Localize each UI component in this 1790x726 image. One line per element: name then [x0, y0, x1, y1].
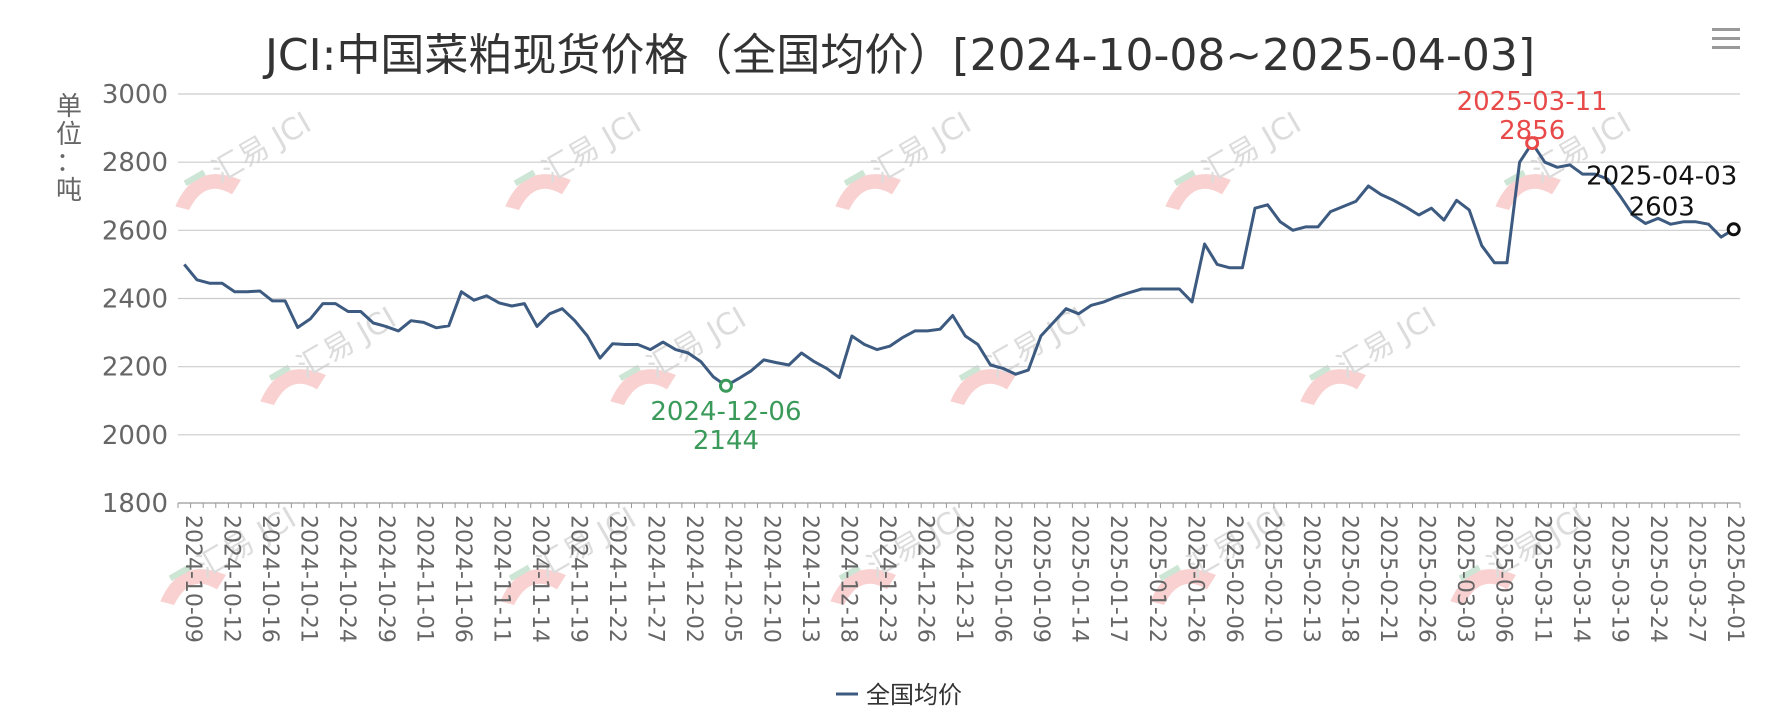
- svg-text:汇易 JCI: 汇易 JCI: [1196, 106, 1307, 190]
- y-tick-label: 2400: [102, 285, 168, 315]
- x-tick-label: 2024-12-31: [951, 515, 976, 643]
- svg-text:汇易 JCI: 汇易 JCI: [536, 106, 647, 190]
- x-tick-label: 2025-01-26: [1182, 515, 1207, 643]
- x-tick-label: 2024-11-11: [488, 515, 513, 643]
- annotation-value-2: 2603: [1629, 192, 1695, 222]
- watermark-7: 汇易 JCI: [950, 301, 1092, 405]
- x-tick-label: 2024-11-27: [643, 515, 668, 643]
- y-axis-label: 单位：吨: [56, 92, 82, 206]
- annotation-value-0: 2144: [693, 426, 759, 456]
- annotation-marker-1[interactable]: [1525, 136, 1540, 151]
- x-tick-label: 2025-02-21: [1375, 515, 1400, 643]
- x-tick-label: 2025-01-14: [1067, 515, 1092, 643]
- x-tick-label: 2025-03-24: [1645, 515, 1670, 643]
- x-tick-label: 2024-10-16: [257, 515, 282, 643]
- y-tick-label: 3000: [102, 80, 168, 110]
- x-tick-label: 2024-12-23: [874, 515, 899, 643]
- x-tick-label: 2024-12-18: [835, 515, 860, 643]
- menu-icon[interactable]: [1712, 28, 1740, 49]
- legend[interactable]: 全国均价: [836, 681, 962, 709]
- x-tick-label: 2025-02-26: [1414, 515, 1439, 643]
- y-axis-label-char: 位: [56, 120, 82, 150]
- x-tick-label: 2025-03-19: [1606, 515, 1631, 643]
- x-tick-label: 2025-02-13: [1298, 515, 1323, 643]
- annotation-value-1: 2856: [1499, 116, 1565, 146]
- annotation-marker-0[interactable]: [718, 378, 733, 393]
- x-tick-label: 2025-04-01: [1722, 515, 1747, 643]
- x-tick-label: 2025-01-17: [1105, 515, 1130, 643]
- x-tick-label: 2025-02-06: [1221, 515, 1246, 643]
- x-tick-label: 2025-03-11: [1529, 515, 1554, 643]
- y-axis-label-char: 吨: [56, 176, 82, 206]
- annotation-date-2: 2025-04-03: [1586, 161, 1737, 191]
- x-tick-label: 2025-01-22: [1144, 515, 1169, 643]
- x-tick-label: 2025-02-10: [1259, 515, 1284, 643]
- x-tick-label: 2024-11-19: [566, 515, 591, 643]
- series-layer: [183, 141, 1735, 388]
- svg-text:汇易 JCI: 汇易 JCI: [641, 301, 752, 385]
- x-tick-label: 2024-12-13: [797, 515, 822, 643]
- x-tick-label: 2025-01-06: [990, 515, 1015, 643]
- svg-text:汇易 JCI: 汇易 JCI: [291, 301, 402, 385]
- watermark-5: 汇易 JCI: [260, 301, 402, 405]
- x-tick-label: 2024-12-10: [758, 515, 783, 643]
- legend-label: 全国均价: [866, 681, 962, 709]
- watermark-2: 汇易 JCI: [835, 106, 977, 210]
- x-tick-label: 2024-11-06: [450, 515, 475, 643]
- svg-text:汇易 JCI: 汇易 JCI: [1331, 301, 1442, 385]
- x-tick-label: 2025-01-09: [1028, 515, 1053, 643]
- svg-text:汇易 JCI: 汇易 JCI: [206, 106, 317, 190]
- y-tick-label: 2200: [102, 353, 168, 383]
- x-tick-label: 2025-03-03: [1452, 515, 1477, 643]
- y-tick-label: 2600: [102, 216, 168, 246]
- y-tick-label: 1800: [102, 489, 168, 519]
- annotation-date-1: 2025-03-11: [1457, 87, 1608, 117]
- x-tick-label: 2024-11-01: [411, 515, 436, 643]
- x-tick-label: 2024-10-24: [334, 515, 359, 643]
- watermark-8: 汇易 JCI: [1300, 301, 1442, 405]
- svg-text:汇易 JCI: 汇易 JCI: [191, 501, 302, 585]
- svg-text:汇易 JCI: 汇易 JCI: [866, 106, 977, 190]
- x-tick-label: 2024-10-12: [219, 515, 244, 643]
- x-tick-label: 2024-12-26: [912, 515, 937, 643]
- x-tick-label: 2024-12-02: [681, 515, 706, 643]
- x-tick-label: 2024-11-22: [604, 515, 629, 643]
- x-tick-label: 2025-03-14: [1568, 515, 1593, 643]
- gridlines: [178, 93, 1740, 504]
- chart-title: JCI:中国菜粕现货价格（全国均价）[2024-10-08~2025-04-03…: [262, 30, 1535, 81]
- x-tick-label: 2024-10-21: [296, 515, 321, 643]
- x-tick-label: 2025-02-18: [1337, 515, 1362, 643]
- y-axis-label-char: ：: [56, 148, 82, 178]
- x-tick-label: 2024-11-14: [527, 515, 552, 643]
- y-tick-label: 2000: [102, 421, 168, 451]
- y-axis-label-char: 单: [56, 92, 82, 122]
- series-line-0: [183, 141, 1735, 388]
- watermark-1: 汇易 JCI: [505, 106, 647, 210]
- y-axis-ticks: 1800 2000 2200 2400 2600 2800 3000: [102, 80, 168, 519]
- x-tick-label: 2024-10-29: [373, 515, 398, 643]
- x-axis: 2024-10-09 2024-10-12 2024-10-16 2024-10-21…: [177, 503, 1747, 643]
- y-tick-label: 2800: [102, 148, 168, 178]
- x-tick-label: 2025-03-06: [1491, 515, 1516, 643]
- annotation-marker-2[interactable]: [1726, 222, 1741, 237]
- watermark-3: 汇易 JCI: [1165, 106, 1307, 210]
- watermark-0: 汇易 JCI: [175, 106, 317, 210]
- x-tick-label: 2024-10-09: [180, 515, 205, 643]
- x-tick-label: 2024-12-05: [720, 515, 745, 643]
- x-tick-label: 2025-03-27: [1683, 515, 1708, 643]
- annotation-date-0: 2024-12-06: [650, 397, 801, 427]
